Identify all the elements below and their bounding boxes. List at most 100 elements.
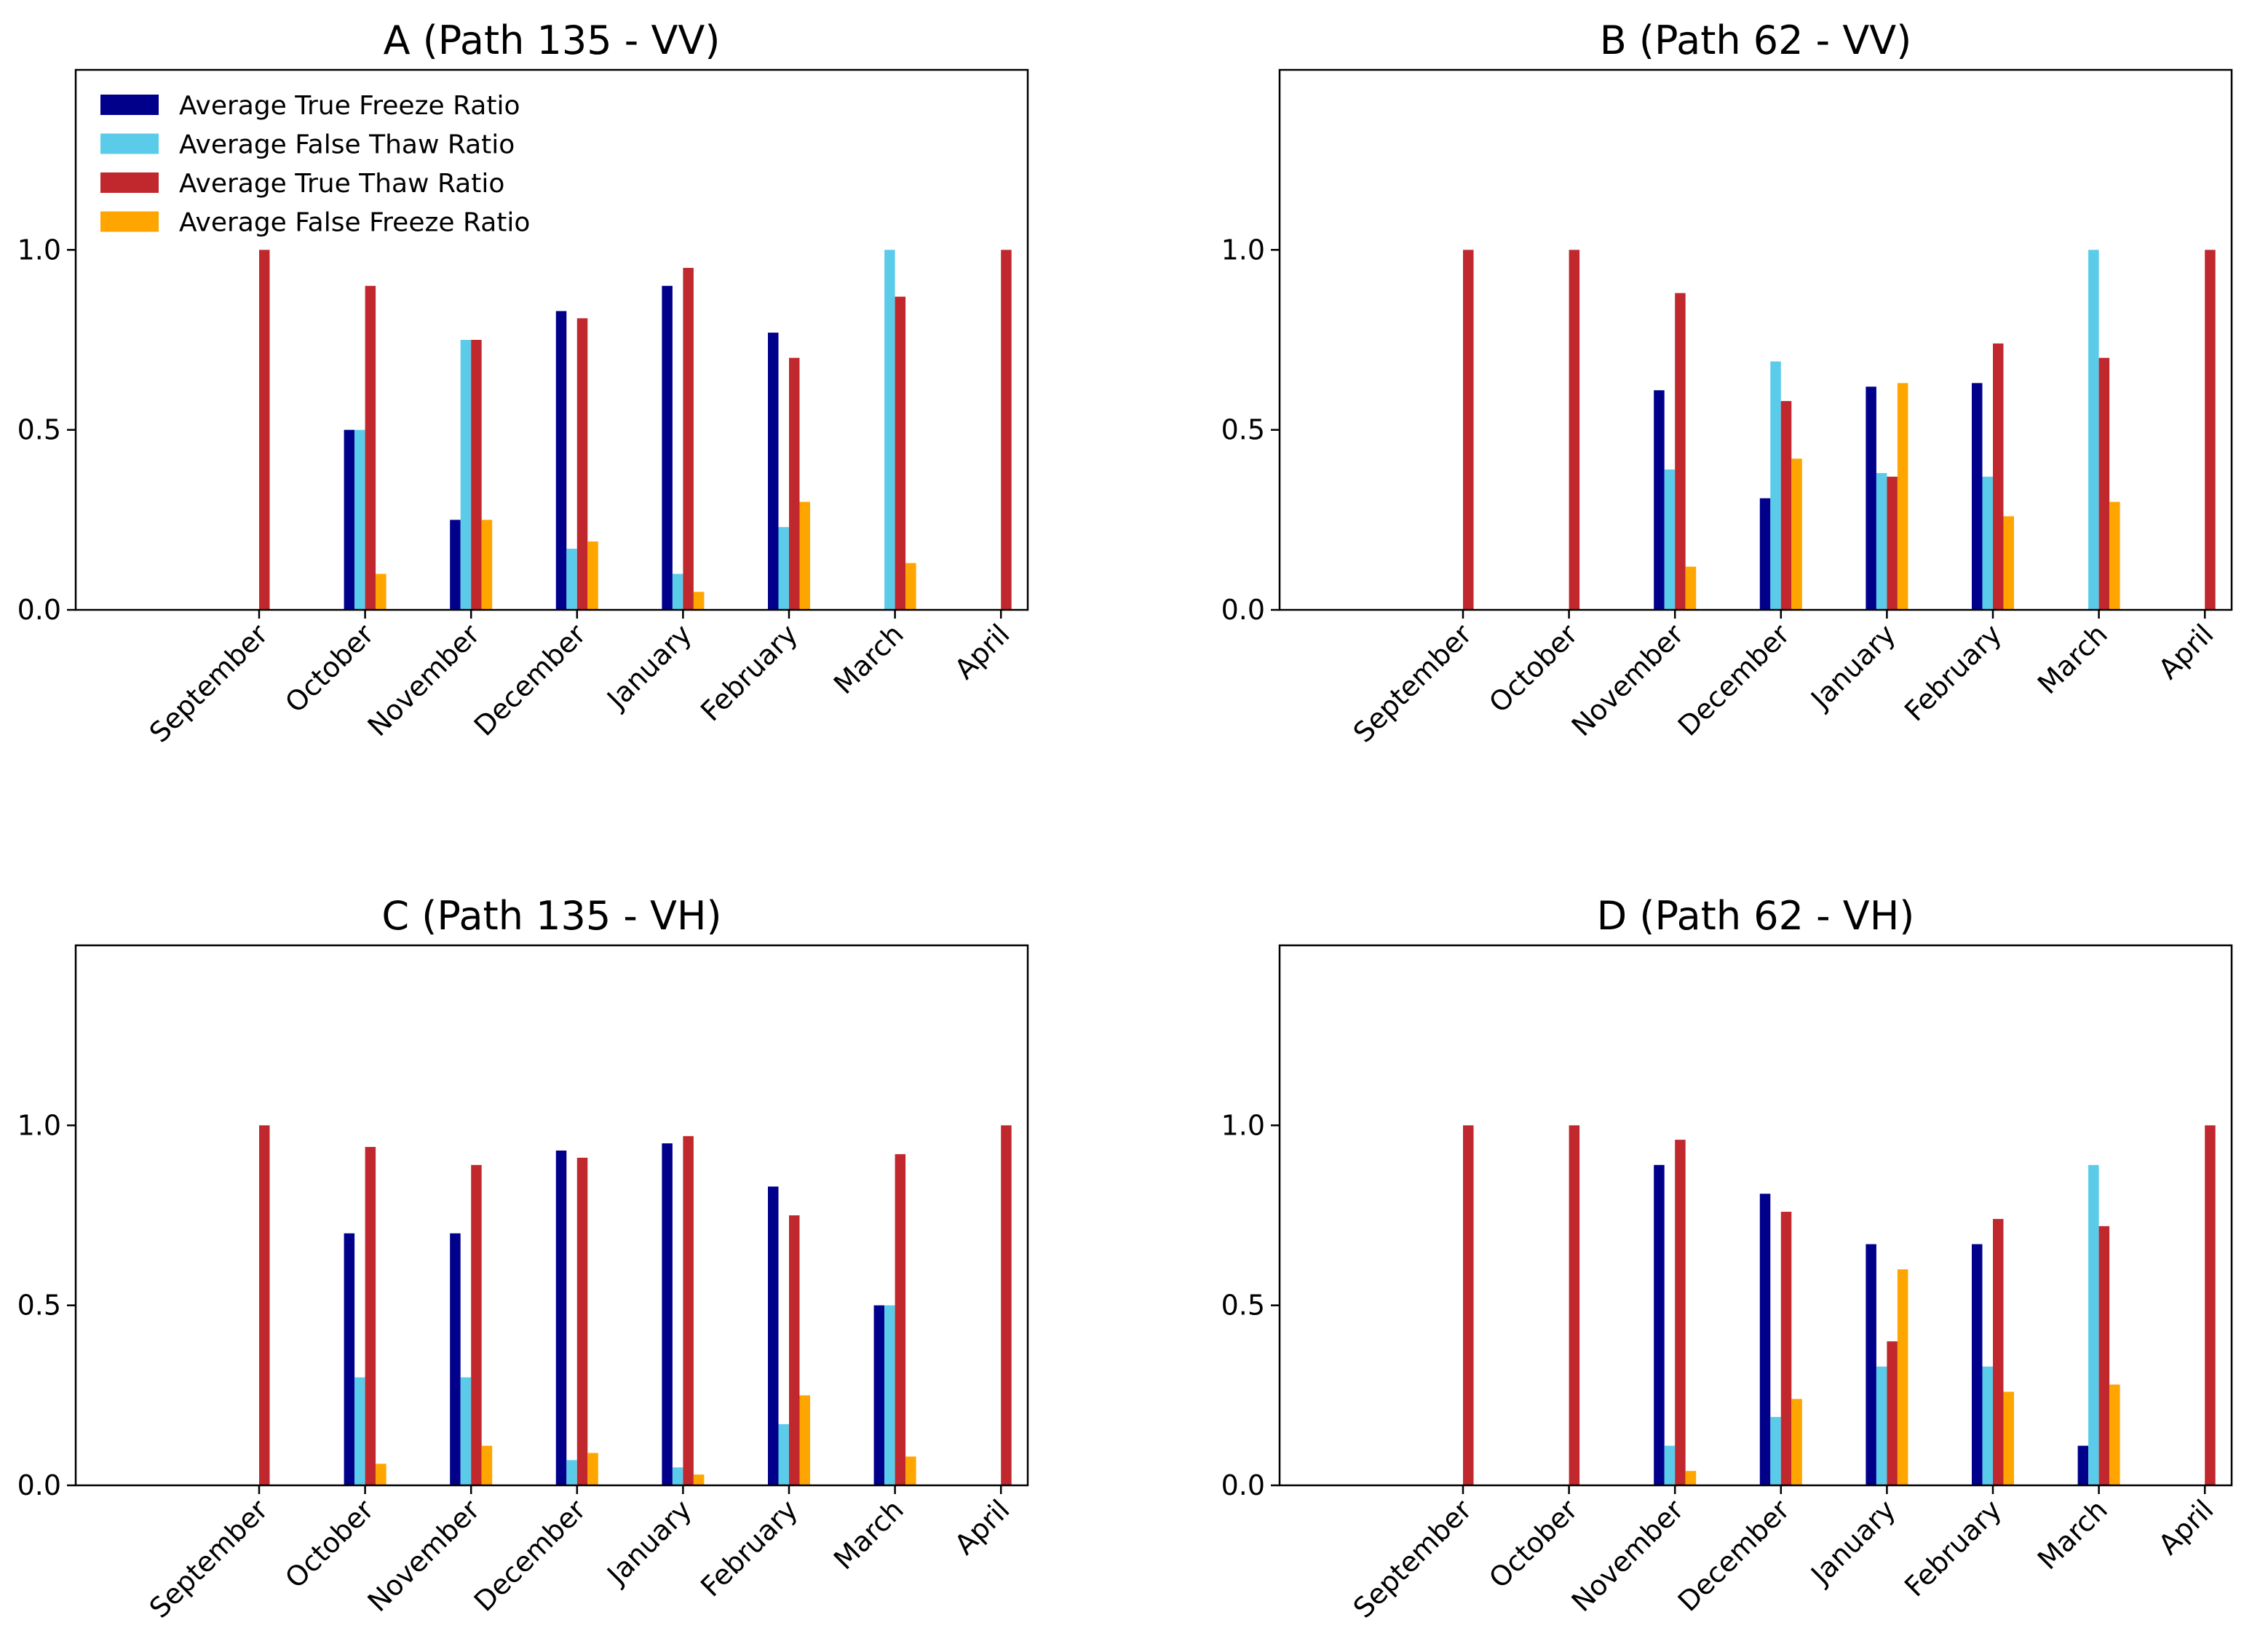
bar-march-series-2	[2098, 357, 2110, 610]
chart-title: D (Path 62 - VH)	[1597, 893, 1915, 939]
bar-november-series-3	[1685, 1471, 1697, 1485]
x-tick-label-december: December	[468, 1493, 592, 1618]
bar-december-series-3	[1791, 1399, 1802, 1485]
chart-title: C (Path 135 - VH)	[381, 893, 721, 939]
x-tick-label-february: February	[694, 618, 804, 727]
bar-january-series-2	[1887, 476, 1898, 610]
bar-january-series-0	[662, 1143, 673, 1485]
x-tick-label-november: November	[1566, 618, 1690, 742]
bar-january-series-2	[1887, 1341, 1898, 1485]
bar-november-series-3	[481, 1445, 493, 1485]
bar-december-series-1	[566, 548, 577, 610]
bar-october-series-1	[354, 1377, 365, 1485]
x-tick-label-january: January	[600, 618, 697, 715]
legend-label-3: Average False Freeze Ratio	[179, 208, 530, 238]
bar-february-series-1	[1982, 1366, 1993, 1485]
y-tick-label: 0.5	[1221, 1290, 1265, 1322]
bar-february-series-2	[1993, 343, 2004, 610]
bar-october-series-2	[365, 285, 376, 610]
bar-november-series-2	[1675, 293, 1686, 610]
bar-december-series-1	[566, 1460, 577, 1485]
x-tick-label-april: April	[2152, 618, 2220, 686]
bar-february-series-3	[799, 1395, 810, 1485]
x-tick-label-september: September	[1347, 1493, 1478, 1624]
bar-december-series-2	[576, 1157, 588, 1485]
bar-february-series-1	[1982, 476, 1993, 610]
bar-november-series-1	[1664, 469, 1676, 610]
bar-january-series-3	[1897, 1269, 1908, 1485]
bar-december-series-0	[1759, 1194, 1771, 1485]
bar-december-series-3	[1791, 458, 1802, 610]
bar-december-series-0	[1759, 498, 1771, 610]
x-tick-label-january: January	[600, 1493, 697, 1591]
bar-february-series-2	[789, 357, 800, 610]
bar-april-series-2	[2205, 1125, 2216, 1485]
x-tick-label-december: December	[1672, 618, 1796, 742]
plot-frame	[1278, 68, 2233, 611]
chart-panel-1: B (Path 62 - VV) 0.0 0.5 1.0 September Octobe…	[1221, 17, 2233, 749]
x-tick-label-april: April	[2152, 1493, 2220, 1561]
bar-february-series-3	[2003, 1391, 2014, 1485]
legend-label-2: Average True Thaw Ratio	[179, 169, 504, 199]
x-tick-label-december: December	[1672, 1493, 1796, 1618]
bar-november-series-0	[1654, 390, 1665, 610]
bar-october-series-3	[376, 573, 386, 610]
plot-frame	[74, 68, 1029, 611]
y-tick-label: 0.5	[17, 1290, 61, 1322]
bar-march-series-2	[895, 296, 906, 610]
bar-march-series-1	[884, 250, 895, 610]
plot-frame	[74, 944, 1029, 1487]
bar-march-series-1	[2088, 250, 2099, 610]
bar-november-series-2	[1675, 1140, 1686, 1485]
bar-january-series-2	[683, 268, 694, 610]
plot-frame	[1278, 944, 2233, 1487]
bar-february-series-0	[1972, 383, 1983, 610]
bar-september-series-2	[259, 250, 270, 610]
y-tick-label: 1.0	[1221, 1109, 1265, 1141]
bar-february-series-0	[768, 333, 779, 610]
x-tick-label-january: January	[1804, 618, 1901, 715]
bar-march-series-1	[884, 1305, 895, 1485]
bar-february-series-3	[799, 501, 810, 610]
bar-january-series-0	[662, 285, 673, 610]
legend-label-0: Average True Freeze Ratio	[179, 91, 520, 121]
x-tick-label-september: September	[143, 1493, 274, 1624]
bar-october-series-0	[344, 1233, 355, 1485]
bar-november-series-1	[460, 340, 472, 610]
bar-november-series-1	[1664, 1445, 1676, 1485]
bar-december-series-3	[587, 541, 598, 610]
bar-october-series-1	[354, 429, 365, 610]
x-tick-label-february: February	[1898, 1493, 2007, 1603]
legend-swatch-2	[100, 172, 159, 193]
chart-panel-3: D (Path 62 - VH) 0.0 0.5 1.0 September Octobe…	[1221, 893, 2233, 1624]
bar-january-series-2	[683, 1136, 694, 1485]
bar-october-series-2	[365, 1147, 376, 1485]
bar-march-series-3	[2109, 1384, 2120, 1485]
y-tick-label: 0.0	[17, 594, 61, 626]
bar-february-series-3	[2003, 516, 2014, 610]
bar-january-series-3	[693, 592, 705, 610]
x-tick-label-october: October	[279, 618, 380, 719]
x-tick-label-february: February	[694, 1493, 804, 1603]
bar-january-series-3	[1897, 383, 1908, 610]
x-tick-label-september: September	[143, 618, 274, 749]
bar-march-series-2	[2098, 1226, 2110, 1485]
bar-october-series-3	[376, 1464, 386, 1485]
bar-october-series-2	[1569, 1125, 1580, 1485]
y-tick-label: 0.0	[1221, 1469, 1265, 1501]
bar-february-series-1	[778, 527, 789, 610]
bar-january-series-1	[1876, 473, 1887, 610]
x-tick-label-march: March	[2031, 1493, 2114, 1576]
bar-march-series-0	[2077, 1445, 2089, 1485]
bar-october-series-0	[344, 429, 355, 610]
chart-panel-0: A (Path 135 - VV) 0.0 0.5 1.0 September Octob…	[17, 17, 1029, 749]
y-tick-label: 1.0	[17, 234, 61, 266]
bar-january-series-1	[1876, 1366, 1887, 1485]
x-tick-label-november: November	[1566, 1493, 1690, 1618]
bar-december-series-2	[1780, 401, 1792, 610]
x-tick-label-november: November	[362, 1493, 486, 1618]
x-tick-label-april: April	[948, 618, 1016, 686]
x-tick-label-november: November	[362, 618, 486, 742]
bar-december-series-1	[1770, 1417, 1781, 1485]
bar-march-series-3	[905, 563, 916, 610]
